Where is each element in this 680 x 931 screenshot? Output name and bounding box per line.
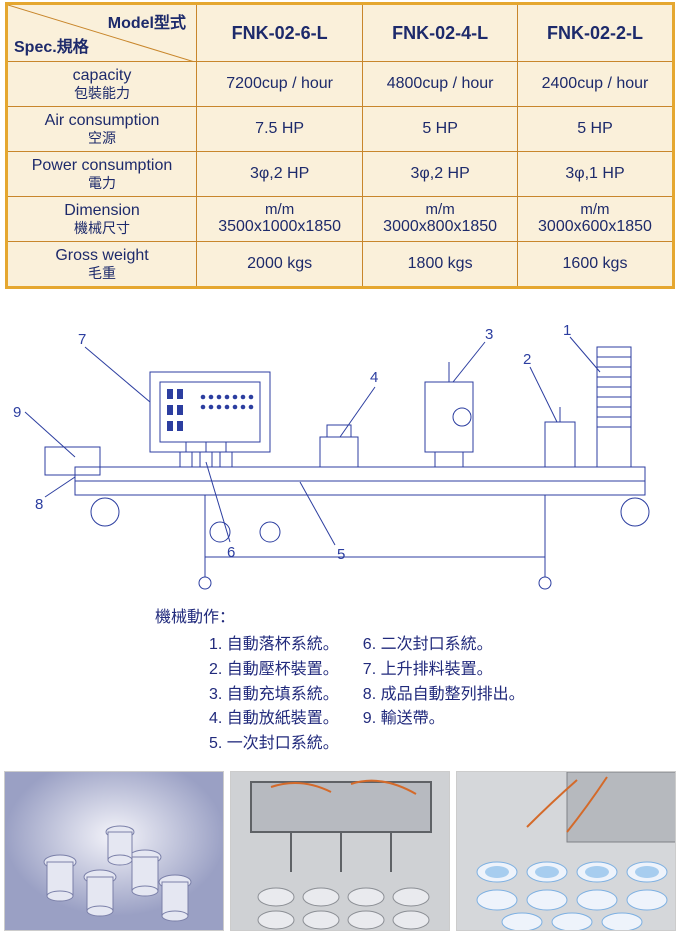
row-label-zh: 毛重 (10, 265, 194, 282)
table-row: capacity包裝能力 7200cup / hour 4800cup / ho… (7, 62, 674, 107)
cell: 7.5 HP (197, 106, 363, 151)
model-col-2: FNK-02-2-L (517, 4, 673, 62)
cell: 3φ,2 HP (363, 151, 518, 196)
photo-row (2, 771, 678, 931)
row-label-zh: 機械尺寸 (10, 220, 194, 237)
row-label-en: Gross weight (55, 247, 148, 264)
row-label-en: capacity (73, 67, 132, 84)
cell: 7200cup / hour (197, 62, 363, 107)
row-label-zh: 包裝能力 (10, 85, 194, 102)
callout-8: 8 (35, 496, 43, 513)
operations-title: 機械動作： (155, 603, 675, 627)
row-label-en: Air consumption (45, 112, 160, 129)
cell: 3φ,2 HP (197, 151, 363, 196)
op-item: 3. 自動充填系統。 (209, 683, 339, 708)
cell: 1800 kgs (363, 241, 518, 287)
op-item: 4. 自動放紙裝置。 (209, 707, 339, 732)
op-item: 5. 一次封口系統。 (209, 732, 339, 757)
callout-7: 7 (78, 331, 86, 348)
row-label-en: Dimension (64, 202, 140, 219)
cell: 2000 kgs (197, 241, 363, 287)
table-corner-header: Model型式 Spec.規格 (7, 4, 197, 62)
spec-table: Model型式 Spec.規格 FNK-02-6-L FNK-02-4-L FN… (5, 2, 675, 289)
table-row: Air consumption空源 7.5 HP 5 HP 5 HP (7, 106, 674, 151)
cell: 1600 kgs (517, 241, 673, 287)
cell: 2400cup / hour (517, 62, 673, 107)
callout-5: 5 (337, 546, 345, 563)
callout-2: 2 (523, 351, 531, 368)
cell: m/m3000x600x1850 (517, 196, 673, 241)
callout-3: 3 (485, 326, 493, 343)
op-item: 1. 自動落杯系統。 (209, 633, 339, 658)
callout-4: 4 (370, 369, 378, 386)
cell: m/m3500x1000x1850 (197, 196, 363, 241)
cell: m/m3000x800x1850 (363, 196, 518, 241)
machine-diagram: 7 9 8 6 5 4 3 2 1 (5, 297, 675, 597)
table-row: Power consumption電力 3φ,2 HP 3φ,2 HP 3φ,1… (7, 151, 674, 196)
cell: 3φ,1 HP (517, 151, 673, 196)
op-item: 7. 上升排料裝置。 (363, 658, 525, 683)
model-col-1: FNK-02-4-L (363, 4, 518, 62)
callout-1: 1 (563, 322, 571, 339)
model-col-0: FNK-02-6-L (197, 4, 363, 62)
table-row: Gross weight毛重 2000 kgs 1800 kgs 1600 kg… (7, 241, 674, 287)
row-label-zh: 空源 (10, 130, 194, 147)
model-label: Model型式 (108, 9, 186, 33)
operations-col-2: 6. 二次封口系統。 7. 上升排料裝置。 8. 成品自動整列排出。 9. 輸送… (363, 633, 525, 757)
operations-block: 機械動作： 1. 自動落杯系統。 2. 自動壓杯裝置。 3. 自動充填系統。 4… (5, 603, 675, 757)
table-row: Dimension機械尺寸 m/m3500x1000x1850 m/m3000x… (7, 196, 674, 241)
row-label-en: Power consumption (32, 157, 173, 174)
op-item: 9. 輸送帶。 (363, 707, 525, 732)
product-photo-1 (4, 771, 224, 931)
op-item: 6. 二次封口系統。 (363, 633, 525, 658)
spec-label: Spec.規格 (14, 33, 89, 57)
op-item: 8. 成品自動整列排出。 (363, 683, 525, 708)
product-photo-3 (456, 771, 676, 931)
product-photo-2 (230, 771, 450, 931)
callout-9: 9 (13, 404, 21, 421)
cell: 4800cup / hour (363, 62, 518, 107)
row-label-zh: 電力 (10, 175, 194, 192)
cell: 5 HP (363, 106, 518, 151)
callout-6: 6 (227, 544, 235, 561)
op-item: 2. 自動壓杯裝置。 (209, 658, 339, 683)
operations-col-1: 1. 自動落杯系統。 2. 自動壓杯裝置。 3. 自動充填系統。 4. 自動放紙… (209, 633, 339, 757)
cell: 5 HP (517, 106, 673, 151)
